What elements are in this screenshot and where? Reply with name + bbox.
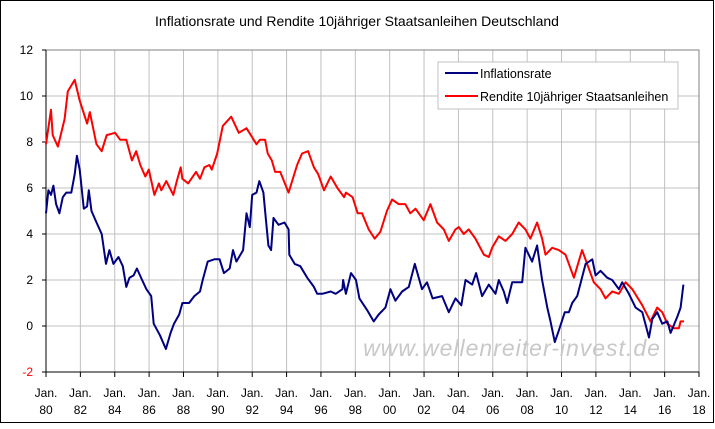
x-tick-label-month: Jan. [310,386,333,400]
legend-box [437,61,679,110]
x-tick-label-month: Jan. [550,386,573,400]
x-tick-label-year: 84 [108,403,122,417]
legend: Inflationsrate Rendite 10jähriger Staats… [437,61,679,110]
x-tick-label-month: Jan. [378,386,401,400]
y-tick-label: 0 [26,319,33,333]
legend-label-rendite: Rendite 10jähriger Staatsanleihen [480,90,668,104]
x-tick-label-year: 80 [39,403,53,417]
y-tick-label: 10 [20,89,34,103]
x-tick-label-month: Jan. [275,386,298,400]
x-tick-label-month: Jan. [619,386,642,400]
x-tick-label-year: 18 [692,403,706,417]
x-tick-label-month: Jan. [481,386,504,400]
x-tick-label-year: 98 [349,403,363,417]
watermark: www.wellenreiter-invest.de [363,335,661,361]
x-tick-label-year: 10 [555,403,569,417]
x-tick-label-year: 88 [177,403,191,417]
x-tick-label-year: 02 [417,403,431,417]
x-tick-label-year: 82 [74,403,88,417]
x-tick-label-month: Jan. [69,386,92,400]
y-tick-label: 6 [26,181,33,195]
x-tick-label-year: 90 [211,403,225,417]
x-tick-label-year: 94 [280,403,294,417]
y-tick-label: -2 [22,365,33,379]
series-line-rendite [45,78,684,330]
x-tick-label-year: 96 [314,403,328,417]
x-tick-label-month: Jan. [35,386,58,400]
x-tick-label-year: 16 [658,403,672,417]
x-tick-label-month: Jan. [447,386,470,400]
x-tick-label-year: 04 [452,403,466,417]
x-tick-label-month: Jan. [516,386,539,400]
x-tick-label-month: Jan. [241,386,264,400]
y-tick-label: 8 [26,135,33,149]
y-tick-label: 4 [26,227,33,241]
axes: 121086420-2Jan.80Jan.82Jan.84Jan.86Jan.8… [20,43,711,417]
y-tick-label: 2 [26,273,33,287]
series-line-inflationsrate [45,154,685,350]
x-tick-label-month: Jan. [653,386,676,400]
x-tick-label-year: 06 [486,403,500,417]
x-tick-label-year: 14 [624,403,638,417]
x-tick-label-month: Jan. [138,386,161,400]
x-tick-label-year: 92 [246,403,260,417]
x-tick-label-month: Jan. [413,386,436,400]
x-tick-label-month: Jan. [172,386,195,400]
x-tick-label-year: 00 [383,403,397,417]
x-tick-label-year: 12 [589,403,603,417]
series-lines [45,78,685,350]
x-tick-label-year: 08 [520,403,534,417]
legend-label-inflation: Inflationsrate [480,67,552,81]
x-tick-label-year: 86 [142,403,156,417]
x-tick-label-month: Jan. [103,386,126,400]
x-tick-label-month: Jan. [688,386,711,400]
y-tick-label: 12 [20,43,34,57]
chart-title: Inflationsrate und Rendite 10jähriger St… [155,13,559,29]
x-tick-label-month: Jan. [344,386,367,400]
x-tick-label-month: Jan. [206,386,229,400]
x-tick-label-month: Jan. [585,386,608,400]
